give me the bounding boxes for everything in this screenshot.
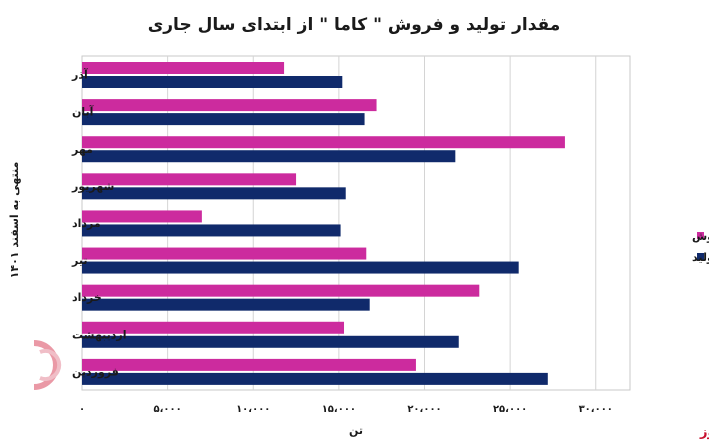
x-tick-label: ۵،۰۰۰ [154,404,182,415]
category-label: خرداد [72,291,102,304]
category-label: تیر [71,254,87,267]
watermark-logo [33,340,62,390]
category-label: مرداد [72,217,101,230]
bar-sales [82,284,480,297]
category-label: آبان [72,105,94,119]
brand-logo-text: بورس نیوز [699,425,709,440]
bars [82,62,565,385]
x-axis-label: تن [349,424,363,437]
bar-production [82,113,365,126]
legend-swatch [697,253,704,260]
x-tick-label: ۱۵،۰۰۰ [322,404,356,415]
category-labels: آذر آبان مهر شهریور مرداد تیر خرداد اردیبهشت فرو… [71,68,126,379]
x-tick-label: ۱۰،۰۰۰ [236,404,270,415]
bar-production [82,224,341,237]
x-tick-label: ۰ [79,404,85,415]
plot-area [81,55,631,391]
bar-production [82,187,346,200]
bar-production [82,76,343,88]
legend: فروش تولید [692,230,709,264]
y-axis-label: منتهی به اسفند ۱۴۰۱ [8,162,21,279]
x-tick-label: ۳۰،۰۰۰ [579,404,613,415]
bar-sales [82,321,345,334]
chart-title: مقدار تولید و فروش " کاما " از ابتدای سا… [148,15,561,35]
bar-production [82,298,370,311]
legend-label: فروش [692,230,709,243]
x-tick-labels: ۰ ۵،۰۰۰ ۱۰،۰۰۰ ۱۵،۰۰۰ ۲۰،۰۰۰ ۲۵،۰۰۰ ۳۰،۰۰۰ [79,404,613,415]
category-label: اردیبهشت [72,328,126,341]
grid-lines [167,56,597,390]
bar-sales [82,99,377,112]
bar-production [82,372,548,385]
bar-production [82,150,456,163]
bar-sales [82,247,367,260]
x-tick-label: ۲۰،۰۰۰ [407,404,441,415]
bar-sales [82,62,285,74]
category-label: فروردین [72,365,119,378]
bar-sales [82,173,297,186]
bar-sales [82,358,416,371]
category-label: آذر [71,68,88,82]
legend-swatch [697,232,704,239]
legend-label: تولید [692,251,709,264]
bar-sales [82,136,565,149]
category-label: مهر [71,143,93,156]
category-label: شهریور [71,180,114,193]
bar-production [82,335,459,348]
bar-sales [82,210,202,223]
bar-production [82,261,519,274]
x-tick-label: ۲۵،۰۰۰ [493,404,527,415]
